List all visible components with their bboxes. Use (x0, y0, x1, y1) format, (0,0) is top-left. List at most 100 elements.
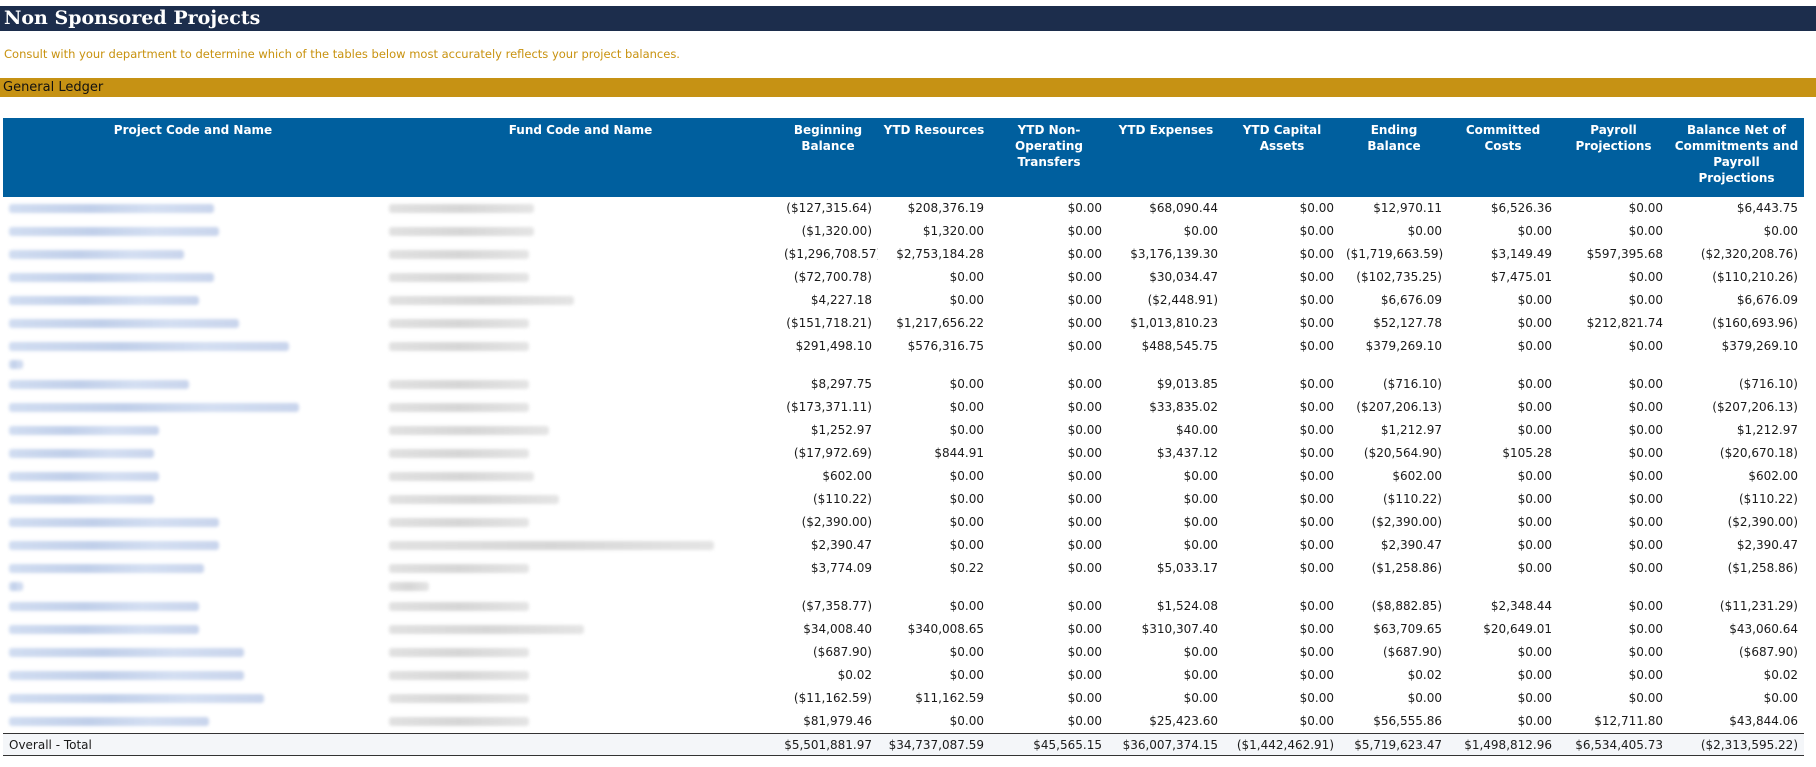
value-cell: $0.00 (1628, 645, 1663, 659)
value-cell: $0.00 (1517, 515, 1552, 529)
value-cell: $0.00 (1299, 400, 1334, 414)
value-cell: ($102,735.25) (1356, 270, 1442, 284)
project-code-cell[interactable] (3, 641, 383, 664)
redacted-project-link[interactable] (9, 380, 189, 389)
project-code-cell[interactable] (3, 266, 383, 289)
redacted-project-link[interactable] (9, 472, 159, 481)
value-cell: ($1,719,663.59) (1346, 247, 1444, 261)
project-code-cell[interactable] (3, 197, 383, 220)
redacted-project-link[interactable] (9, 495, 154, 504)
redacted-project-link[interactable] (9, 625, 199, 634)
project-code-cell[interactable] (3, 595, 383, 618)
value-cell: $0.00 (1299, 224, 1334, 238)
redacted-project-link[interactable] (9, 564, 204, 573)
project-code-cell[interactable] (3, 511, 383, 534)
project-code-cell[interactable] (3, 534, 383, 557)
value-cell: $0.00 (1628, 423, 1663, 437)
column-header[interactable]: YTD Non-Operating Transfers (990, 118, 1108, 197)
value-cell: ($1,296,708.57) (784, 247, 878, 261)
value-cell: $0.00 (1628, 339, 1663, 353)
column-header[interactable]: YTD Capital Assets (1224, 118, 1340, 197)
value-cell: ($127,315.64) (786, 201, 872, 215)
redacted-fund-name (389, 648, 529, 657)
redacted-project-link[interactable] (9, 694, 264, 703)
redacted-project-link[interactable] (9, 342, 289, 351)
column-header[interactable]: Ending Balance (1340, 118, 1448, 197)
project-code-cell[interactable] (3, 557, 383, 595)
page-title-bar: Non Sponsored Projects (0, 6, 1816, 31)
project-code-cell[interactable] (3, 335, 383, 373)
value-cell: $3,774.09 (810, 561, 872, 575)
redacted-project-link[interactable] (9, 296, 199, 305)
column-header[interactable]: Balance Net of Commitments and Payroll P… (1669, 118, 1804, 197)
fund-code-cell (383, 534, 778, 557)
value-cell: $0.00 (1628, 561, 1663, 575)
redacted-project-link[interactable] (9, 273, 214, 282)
table-header-row: Project Code and Name Fund Code and Name… (3, 118, 1804, 197)
total-cell: $5,501,881.97 (778, 732, 878, 756)
redacted-project-link[interactable] (9, 582, 23, 591)
value-cell: $0.00 (1628, 400, 1663, 414)
column-header[interactable]: Payroll Projections (1558, 118, 1669, 197)
redacted-project-link[interactable] (9, 250, 184, 259)
project-code-cell[interactable] (3, 687, 383, 710)
column-header[interactable]: YTD Resources (878, 118, 990, 197)
value-cell: $0.00 (1299, 492, 1334, 506)
value-cell: $0.00 (1517, 645, 1552, 659)
column-header[interactable]: Beginning Balance (778, 118, 878, 197)
value-cell: $0.00 (1183, 668, 1218, 682)
project-code-cell[interactable] (3, 220, 383, 243)
project-code-cell[interactable] (3, 289, 383, 312)
fund-code-cell (383, 687, 778, 710)
value-cell: $43,844.06 (1729, 714, 1798, 728)
value-cell: $56,555.86 (1373, 714, 1442, 728)
value-cell: $0.00 (1628, 668, 1663, 682)
redacted-project-link[interactable] (9, 648, 244, 657)
value-cell: $0.00 (1628, 492, 1663, 506)
value-cell: $34,008.40 (803, 622, 872, 636)
project-code-cell[interactable] (3, 618, 383, 641)
value-cell: $0.00 (1183, 538, 1218, 552)
value-cell: $0.00 (1067, 377, 1102, 391)
value-cell: $52,127.78 (1373, 316, 1442, 330)
fund-code-cell (383, 312, 778, 335)
value-cell: $2,348.44 (1490, 599, 1552, 613)
value-cell: $4,227.18 (810, 293, 872, 307)
total-cell: $6,534,405.73 (1558, 732, 1669, 756)
column-header[interactable]: Project Code and Name (3, 118, 383, 197)
value-cell: $0.00 (1628, 377, 1663, 391)
project-code-cell[interactable] (3, 710, 383, 733)
value-cell: $0.00 (1628, 622, 1663, 636)
project-code-cell[interactable] (3, 442, 383, 465)
redacted-project-link[interactable] (9, 403, 299, 412)
redacted-project-link[interactable] (9, 717, 209, 726)
project-code-cell[interactable] (3, 664, 383, 687)
column-header[interactable]: Committed Costs (1448, 118, 1558, 197)
redacted-project-link[interactable] (9, 227, 219, 236)
project-code-cell[interactable] (3, 243, 383, 266)
column-header[interactable]: Fund Code and Name (383, 118, 778, 197)
redacted-project-link[interactable] (9, 319, 239, 328)
redacted-project-link[interactable] (9, 602, 199, 611)
value-cell: ($20,564.90) (1363, 446, 1442, 460)
project-code-cell[interactable] (3, 419, 383, 442)
redacted-project-link[interactable] (9, 541, 219, 550)
redacted-project-link[interactable] (9, 204, 214, 213)
table-body: ($127,315.64) $208,376.19 $0.00 $68,090.44 $… (3, 197, 1804, 733)
value-cell: $0.00 (1183, 515, 1218, 529)
project-code-cell[interactable] (3, 488, 383, 511)
value-cell: $0.00 (1299, 423, 1334, 437)
redacted-project-link[interactable] (9, 426, 159, 435)
redacted-project-link[interactable] (9, 518, 219, 527)
column-header[interactable]: YTD Expenses (1108, 118, 1224, 197)
redacted-project-link[interactable] (9, 360, 23, 369)
value-cell: $40.00 (1176, 423, 1218, 437)
value-cell: $0.00 (1517, 668, 1552, 682)
project-code-cell[interactable] (3, 373, 383, 396)
redacted-project-link[interactable] (9, 449, 154, 458)
redacted-project-link[interactable] (9, 671, 244, 680)
project-code-cell[interactable] (3, 312, 383, 335)
project-code-cell[interactable] (3, 465, 383, 488)
project-code-cell[interactable] (3, 396, 383, 419)
value-cell: $0.00 (1628, 293, 1663, 307)
